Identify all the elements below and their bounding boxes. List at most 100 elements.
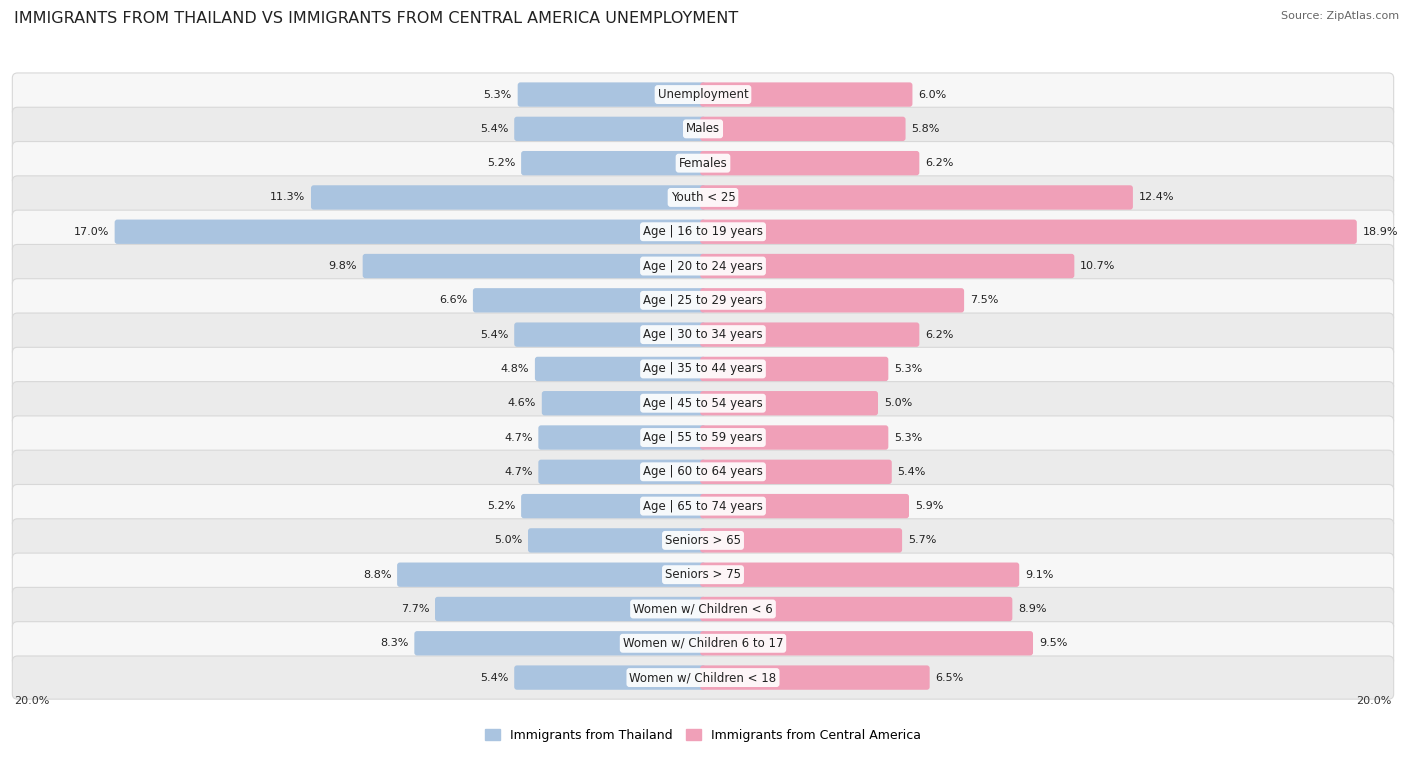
FancyBboxPatch shape <box>13 621 1393 665</box>
FancyBboxPatch shape <box>13 245 1393 288</box>
Text: Age | 65 to 74 years: Age | 65 to 74 years <box>643 500 763 512</box>
Text: Women w/ Children < 18: Women w/ Children < 18 <box>630 671 776 684</box>
FancyBboxPatch shape <box>700 425 889 450</box>
FancyBboxPatch shape <box>13 210 1393 254</box>
FancyBboxPatch shape <box>541 391 706 416</box>
FancyBboxPatch shape <box>13 107 1393 151</box>
FancyBboxPatch shape <box>700 254 1074 279</box>
FancyBboxPatch shape <box>13 382 1393 425</box>
FancyBboxPatch shape <box>700 117 905 141</box>
Text: Age | 60 to 64 years: Age | 60 to 64 years <box>643 466 763 478</box>
Text: 6.0%: 6.0% <box>918 89 946 100</box>
FancyBboxPatch shape <box>13 142 1393 185</box>
FancyBboxPatch shape <box>13 279 1393 322</box>
FancyBboxPatch shape <box>13 73 1393 116</box>
Text: 6.5%: 6.5% <box>935 672 963 683</box>
Text: 5.7%: 5.7% <box>908 535 936 545</box>
FancyBboxPatch shape <box>13 656 1393 699</box>
Text: 5.8%: 5.8% <box>911 124 939 134</box>
Text: Age | 45 to 54 years: Age | 45 to 54 years <box>643 397 763 410</box>
Text: 5.3%: 5.3% <box>484 89 512 100</box>
FancyBboxPatch shape <box>538 459 706 484</box>
FancyBboxPatch shape <box>311 185 706 210</box>
FancyBboxPatch shape <box>700 597 1012 621</box>
FancyBboxPatch shape <box>529 528 706 553</box>
FancyBboxPatch shape <box>700 288 965 313</box>
Text: 5.4%: 5.4% <box>479 672 509 683</box>
Text: Age | 20 to 24 years: Age | 20 to 24 years <box>643 260 763 273</box>
Text: 12.4%: 12.4% <box>1139 192 1174 202</box>
Text: Males: Males <box>686 123 720 136</box>
Text: Source: ZipAtlas.com: Source: ZipAtlas.com <box>1281 11 1399 21</box>
FancyBboxPatch shape <box>13 450 1393 494</box>
Text: 5.4%: 5.4% <box>897 467 927 477</box>
Text: Youth < 25: Youth < 25 <box>671 191 735 204</box>
FancyBboxPatch shape <box>363 254 706 279</box>
FancyBboxPatch shape <box>700 562 1019 587</box>
Text: 4.7%: 4.7% <box>503 432 533 443</box>
FancyBboxPatch shape <box>700 631 1033 656</box>
Text: 10.7%: 10.7% <box>1080 261 1115 271</box>
Text: 4.6%: 4.6% <box>508 398 536 408</box>
FancyBboxPatch shape <box>434 597 706 621</box>
FancyBboxPatch shape <box>522 151 706 176</box>
FancyBboxPatch shape <box>515 117 706 141</box>
FancyBboxPatch shape <box>700 357 889 381</box>
Text: 9.8%: 9.8% <box>329 261 357 271</box>
Text: 5.4%: 5.4% <box>479 329 509 340</box>
Text: 4.8%: 4.8% <box>501 364 529 374</box>
Text: 17.0%: 17.0% <box>73 227 108 237</box>
FancyBboxPatch shape <box>700 528 903 553</box>
FancyBboxPatch shape <box>396 562 706 587</box>
FancyBboxPatch shape <box>13 347 1393 391</box>
Text: 5.3%: 5.3% <box>894 432 922 443</box>
Legend: Immigrants from Thailand, Immigrants from Central America: Immigrants from Thailand, Immigrants fro… <box>481 724 925 747</box>
Text: 18.9%: 18.9% <box>1362 227 1398 237</box>
Text: 6.2%: 6.2% <box>925 329 953 340</box>
Text: 8.8%: 8.8% <box>363 570 391 580</box>
FancyBboxPatch shape <box>13 484 1393 528</box>
Text: Age | 35 to 44 years: Age | 35 to 44 years <box>643 363 763 375</box>
Text: 9.1%: 9.1% <box>1025 570 1053 580</box>
FancyBboxPatch shape <box>472 288 706 313</box>
FancyBboxPatch shape <box>538 425 706 450</box>
Text: 5.2%: 5.2% <box>486 501 515 511</box>
FancyBboxPatch shape <box>700 220 1357 244</box>
Text: 5.4%: 5.4% <box>479 124 509 134</box>
Text: 20.0%: 20.0% <box>14 696 49 706</box>
FancyBboxPatch shape <box>700 151 920 176</box>
FancyBboxPatch shape <box>13 176 1393 219</box>
Text: 5.3%: 5.3% <box>894 364 922 374</box>
FancyBboxPatch shape <box>415 631 706 656</box>
FancyBboxPatch shape <box>115 220 706 244</box>
Text: Age | 25 to 29 years: Age | 25 to 29 years <box>643 294 763 307</box>
Text: 6.2%: 6.2% <box>925 158 953 168</box>
FancyBboxPatch shape <box>700 459 891 484</box>
Text: 6.6%: 6.6% <box>439 295 467 305</box>
FancyBboxPatch shape <box>13 416 1393 459</box>
FancyBboxPatch shape <box>522 494 706 519</box>
Text: 5.0%: 5.0% <box>494 535 522 545</box>
FancyBboxPatch shape <box>13 313 1393 357</box>
Text: 7.5%: 7.5% <box>970 295 998 305</box>
Text: 7.7%: 7.7% <box>401 604 429 614</box>
FancyBboxPatch shape <box>700 665 929 690</box>
Text: 11.3%: 11.3% <box>270 192 305 202</box>
FancyBboxPatch shape <box>515 322 706 347</box>
Text: Unemployment: Unemployment <box>658 88 748 101</box>
Text: 8.9%: 8.9% <box>1018 604 1046 614</box>
FancyBboxPatch shape <box>700 494 910 519</box>
Text: Women w/ Children < 6: Women w/ Children < 6 <box>633 603 773 615</box>
Text: 20.0%: 20.0% <box>1357 696 1392 706</box>
Text: Seniors > 65: Seniors > 65 <box>665 534 741 547</box>
FancyBboxPatch shape <box>534 357 706 381</box>
Text: Age | 30 to 34 years: Age | 30 to 34 years <box>643 328 763 341</box>
Text: 5.9%: 5.9% <box>915 501 943 511</box>
FancyBboxPatch shape <box>700 322 920 347</box>
Text: Females: Females <box>679 157 727 170</box>
Text: 4.7%: 4.7% <box>503 467 533 477</box>
Text: 5.0%: 5.0% <box>884 398 912 408</box>
Text: Age | 16 to 19 years: Age | 16 to 19 years <box>643 226 763 238</box>
FancyBboxPatch shape <box>515 665 706 690</box>
Text: IMMIGRANTS FROM THAILAND VS IMMIGRANTS FROM CENTRAL AMERICA UNEMPLOYMENT: IMMIGRANTS FROM THAILAND VS IMMIGRANTS F… <box>14 11 738 26</box>
